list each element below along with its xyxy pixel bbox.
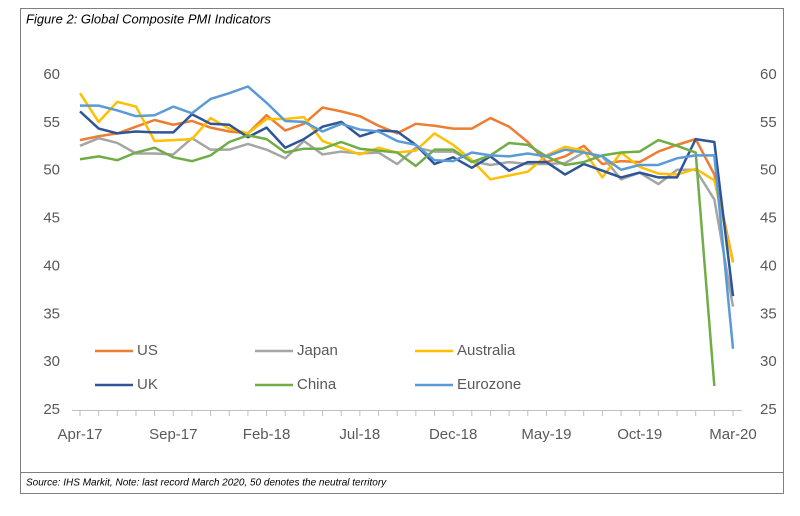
legend-label: UK: [137, 376, 158, 393]
y2-tick-label: 60: [760, 66, 777, 83]
legend-label: US: [137, 342, 158, 359]
legend-label: China: [297, 376, 337, 393]
x-tick-label: May-19: [521, 426, 571, 443]
x-tick-label: Feb-18: [243, 426, 291, 443]
series-line: [80, 85, 735, 349]
y2-tick-label: 30: [760, 353, 777, 370]
series-line: [79, 110, 735, 297]
y2-tick-label: 45: [760, 210, 777, 227]
x-tick-label: Jul-18: [339, 426, 380, 443]
series-line: [78, 92, 735, 263]
x-tick-label: Oct-19: [617, 426, 662, 443]
series-line: [79, 134, 716, 387]
y2-tick-label: 35: [760, 305, 777, 322]
y-tick-label: 30: [43, 353, 60, 370]
x-tick-label: Apr-17: [57, 426, 102, 443]
legend-label: Japan: [297, 342, 338, 359]
series-line: [79, 106, 735, 262]
x-tick-label: Mar-20: [709, 426, 757, 443]
y-tick-label: 60: [43, 66, 60, 83]
x-tick-label: Dec-18: [429, 426, 477, 443]
y2-tick-label: 55: [760, 114, 777, 131]
frame: [20, 8, 784, 494]
y-tick-label: 50: [43, 162, 60, 179]
y-tick-label: 25: [43, 401, 60, 418]
legend-label: Australia: [457, 342, 516, 359]
y-tick-label: 45: [43, 210, 60, 227]
y2-tick-label: 50: [760, 162, 777, 179]
y2-tick-label: 40: [760, 257, 777, 274]
y-tick-label: 40: [43, 257, 60, 274]
legend-label: Eurozone: [457, 376, 521, 393]
source-note: Source: IHS Markit, Note: last record Ma…: [26, 478, 387, 489]
y-tick-label: 55: [43, 114, 60, 131]
series-line: [79, 136, 735, 307]
x-tick-label: Sep-17: [149, 426, 197, 443]
chart-title: Figure 2: Global Composite PMI Indicator…: [26, 11, 271, 26]
y2-tick-label: 25: [760, 401, 777, 418]
y-tick-label: 35: [43, 305, 60, 322]
